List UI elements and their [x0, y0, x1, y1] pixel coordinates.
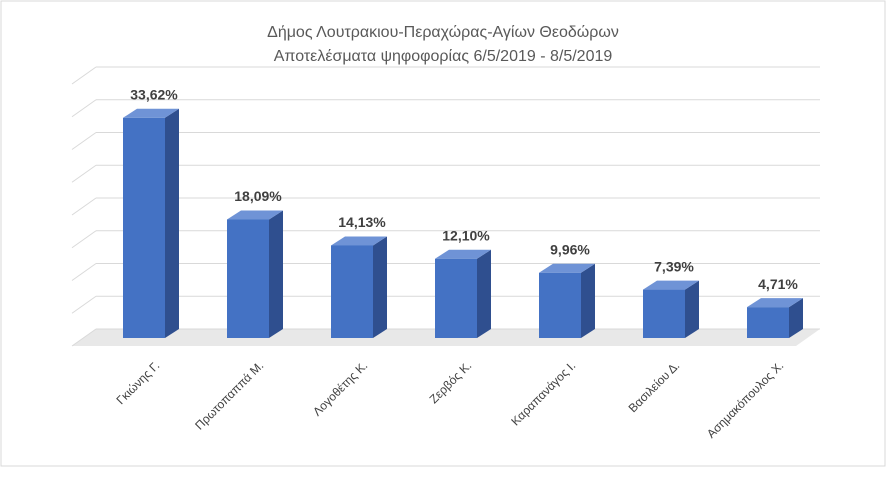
data-label: 33,62%	[130, 86, 178, 102]
bar	[643, 280, 699, 338]
bar	[747, 298, 803, 338]
grid-line-side	[71, 132, 97, 150]
grid-line-side	[71, 328, 97, 347]
data-label: 4,71%	[758, 276, 798, 292]
bar-front	[539, 272, 581, 338]
bar-top	[331, 236, 387, 246]
bar-front	[227, 219, 269, 338]
bar	[123, 108, 179, 338]
bar	[227, 210, 283, 338]
bar-front	[123, 117, 165, 338]
data-label: 18,09%	[234, 188, 282, 204]
bar-front	[435, 258, 477, 338]
bar-side	[477, 249, 491, 338]
data-label: 12,10%	[442, 227, 490, 243]
grid-line-side	[71, 295, 97, 314]
bar-top	[435, 249, 491, 259]
bar-top	[539, 263, 595, 273]
grid-line-side	[71, 66, 97, 85]
bar-top	[643, 280, 699, 290]
bar	[539, 263, 595, 338]
grid-line-side	[71, 263, 97, 281]
bar-top	[123, 108, 179, 118]
grid-line-side	[71, 197, 97, 216]
data-label: 14,13%	[338, 214, 386, 230]
bar-side	[165, 108, 179, 338]
bar-front	[643, 289, 685, 338]
bar	[331, 236, 387, 338]
bar-front	[331, 245, 373, 338]
grid-line-side	[71, 230, 97, 249]
bar-top	[747, 298, 803, 308]
bar-side	[269, 210, 283, 338]
bar	[435, 249, 491, 338]
bar-side	[685, 280, 699, 338]
chart-subtitle: Αποτελέσματα ψηφοφορίας 6/5/2019 - 8/5/2…	[274, 48, 613, 65]
data-label: 7,39%	[654, 258, 694, 274]
bar-side	[373, 236, 387, 338]
data-label: 9,96%	[550, 241, 590, 257]
grid-line-side	[71, 164, 97, 183]
grid-line-side	[71, 99, 97, 118]
bar-top	[227, 210, 283, 220]
bar-side	[581, 263, 595, 338]
bar-side	[789, 298, 803, 338]
bar-front	[747, 307, 789, 338]
chart-title: Δήμος Λουτρακιου-Περαχώρας-Αγίων Θεοδώρω…	[267, 24, 619, 41]
